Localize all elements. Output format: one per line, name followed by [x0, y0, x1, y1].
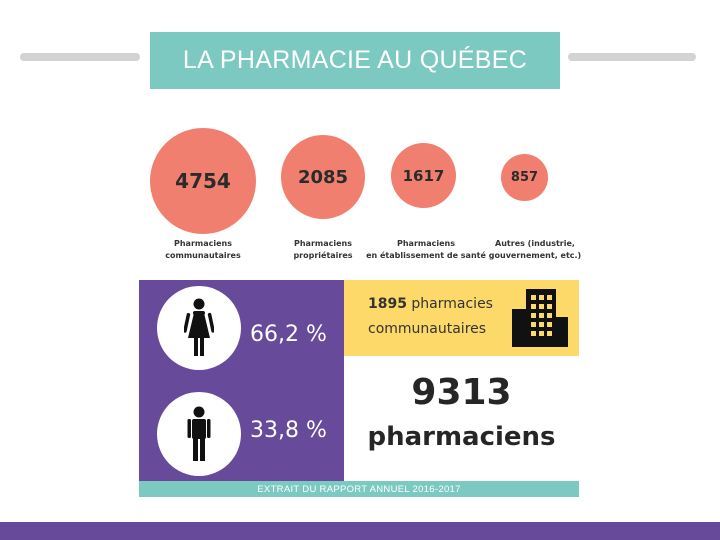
stat-label-proprietaires: Pharmaciens propriétaires	[293, 239, 353, 260]
stat-circle-etablissement: 1617	[391, 143, 456, 208]
pharmacies-line-2: communautaires	[368, 321, 487, 337]
title-rule-right	[568, 53, 696, 61]
title-banner: LA PHARMACIE AU QUÉBEC	[150, 32, 560, 89]
man-icon	[187, 406, 211, 461]
source-text: EXTRAIT DU RAPPORT ANNUEL 2016-2017	[257, 483, 461, 495]
stat-circle-autres: 857	[501, 154, 548, 201]
stat-circle-proprietaires: 2085	[281, 135, 365, 219]
stat-value: 857	[510, 170, 539, 185]
pharmacies-line-1: 1895 pharmacies	[368, 296, 493, 312]
page-title: LA PHARMACIE AU QUÉBEC	[182, 46, 528, 74]
total-pharmaciens-label: pharmaciens	[367, 422, 556, 452]
pharmacies-count: 1895	[368, 296, 407, 312]
stat-label-autres: Autres (industrie, gouvernement, etc.)	[488, 239, 582, 260]
building-icon	[512, 289, 568, 347]
stat-value: 2085	[297, 166, 349, 188]
source-footer: EXTRAIT DU RAPPORT ANNUEL 2016-2017	[139, 481, 579, 497]
female-percentage: 66,2 %	[250, 322, 327, 347]
stat-value: 1617	[402, 166, 445, 185]
stat-value: 4754	[175, 169, 231, 193]
slide-bottom-bar	[0, 522, 720, 540]
stat-circle-communautaires: 4754	[150, 128, 256, 234]
woman-icon	[184, 298, 214, 356]
total-pharmaciens-value: 9313	[411, 372, 512, 413]
title-rule-left	[20, 53, 140, 61]
woman-icon-circle	[157, 286, 241, 370]
man-icon-circle	[157, 392, 241, 476]
pharmacies-line-1-rest: pharmacies	[406, 296, 493, 312]
stat-label-communautaires: Pharmaciens communautaires	[165, 239, 241, 260]
stat-label-etablissement: Pharmaciens en établissement de santé	[366, 239, 486, 260]
male-percentage: 33,8 %	[250, 418, 327, 443]
